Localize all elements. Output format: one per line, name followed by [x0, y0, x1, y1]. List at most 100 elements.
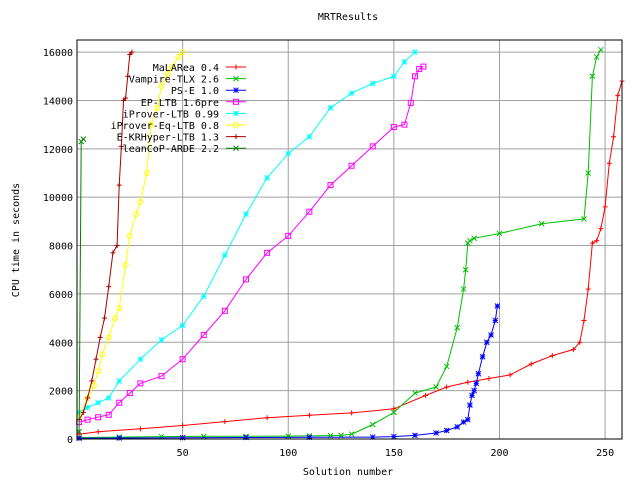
data-point — [264, 174, 270, 181]
data-point — [158, 337, 165, 343]
data-point — [433, 384, 439, 390]
data-point — [454, 324, 461, 331]
data-point — [126, 232, 133, 239]
data-point — [285, 150, 292, 157]
data-point — [507, 372, 513, 378]
data-point — [443, 427, 450, 434]
data-point — [84, 404, 91, 411]
data-point — [129, 49, 135, 55]
legend-label: iProver-Eq-LTB 0.8 — [111, 121, 219, 132]
data-point — [222, 252, 228, 259]
x-tick-label: 100 — [279, 448, 297, 459]
data-point — [285, 232, 292, 239]
data-point — [179, 322, 186, 329]
series-6 — [76, 49, 135, 423]
data-point — [538, 220, 545, 227]
data-point — [464, 416, 471, 423]
data-point — [549, 353, 555, 359]
series-line — [78, 51, 416, 413]
data-point — [577, 339, 583, 345]
data-point — [306, 133, 313, 140]
y-tick-label: 0 — [67, 435, 73, 446]
legend-marker — [233, 98, 239, 105]
data-point — [143, 170, 150, 176]
data-point — [327, 104, 334, 111]
series-7 — [76, 136, 87, 435]
data-point — [433, 430, 439, 436]
data-point — [110, 250, 116, 256]
data-point — [126, 390, 133, 397]
data-point — [123, 95, 129, 101]
y-tick-label: 10000 — [43, 193, 73, 204]
data-point — [606, 160, 612, 166]
data-point — [164, 70, 171, 77]
data-point — [125, 73, 131, 79]
data-point — [80, 409, 86, 415]
data-point — [391, 406, 397, 412]
legend-label: iProver-LTB 0.99 — [123, 109, 219, 120]
data-point — [454, 424, 461, 430]
data-point — [327, 182, 334, 189]
x-tick-label: 250 — [596, 448, 614, 459]
data-point — [112, 315, 119, 322]
series-line — [78, 66, 424, 423]
data-point — [589, 240, 595, 246]
data-point — [462, 266, 469, 273]
data-point — [93, 356, 99, 362]
data-point — [116, 182, 122, 188]
y-tick-label: 14000 — [43, 96, 73, 107]
data-point — [114, 243, 120, 249]
data-point — [243, 211, 249, 217]
legend-marker — [233, 110, 239, 117]
plot-frame — [76, 39, 623, 440]
data-point — [471, 235, 477, 242]
data-point — [469, 392, 475, 399]
data-point — [486, 376, 492, 382]
data-point — [306, 208, 313, 215]
series-3 — [76, 63, 427, 426]
data-point — [200, 293, 207, 300]
series-line — [79, 49, 602, 438]
data-point — [391, 409, 397, 416]
data-point — [105, 411, 112, 418]
legend-label: leanCoP-ARDE 2.2 — [123, 144, 219, 155]
data-point — [581, 318, 587, 324]
data-point — [412, 49, 418, 55]
x-tick-label: 50 — [177, 448, 189, 459]
data-point — [475, 370, 482, 377]
data-point — [137, 426, 143, 432]
data-point — [467, 402, 473, 408]
data-point — [84, 416, 91, 423]
legend-label: Vampire-TLX 2.6 — [129, 75, 219, 86]
data-point — [106, 284, 112, 290]
legend-label: EP-LTB 1.6pre — [141, 98, 219, 109]
data-point — [443, 363, 450, 370]
data-point — [585, 286, 591, 292]
legend-marker — [233, 134, 239, 140]
data-point — [391, 433, 397, 440]
y-axis-label: CPU time in seconds — [11, 183, 22, 297]
x-tick-label: 150 — [385, 448, 403, 459]
data-point — [611, 134, 617, 140]
x-tick-label: 200 — [490, 448, 508, 459]
data-point — [169, 63, 176, 70]
data-point — [95, 399, 101, 406]
data-point — [154, 104, 161, 111]
data-point — [116, 399, 123, 406]
y-tick-label: 4000 — [49, 338, 73, 349]
data-point — [348, 162, 355, 169]
data-point — [411, 73, 418, 80]
chart-title: MRTResults — [318, 12, 378, 23]
series-line — [78, 138, 84, 432]
data-point — [95, 429, 101, 435]
data-point — [116, 305, 123, 312]
data-point — [496, 230, 503, 237]
axes: 50 100 150 200 250 0 2000 4000 6000 8000 10000 1200… — [43, 48, 614, 459]
data-point — [179, 49, 186, 56]
data-point — [423, 392, 429, 398]
data-point — [594, 238, 600, 244]
data-point — [221, 307, 228, 314]
data-point — [349, 410, 355, 416]
data-point — [412, 390, 418, 396]
